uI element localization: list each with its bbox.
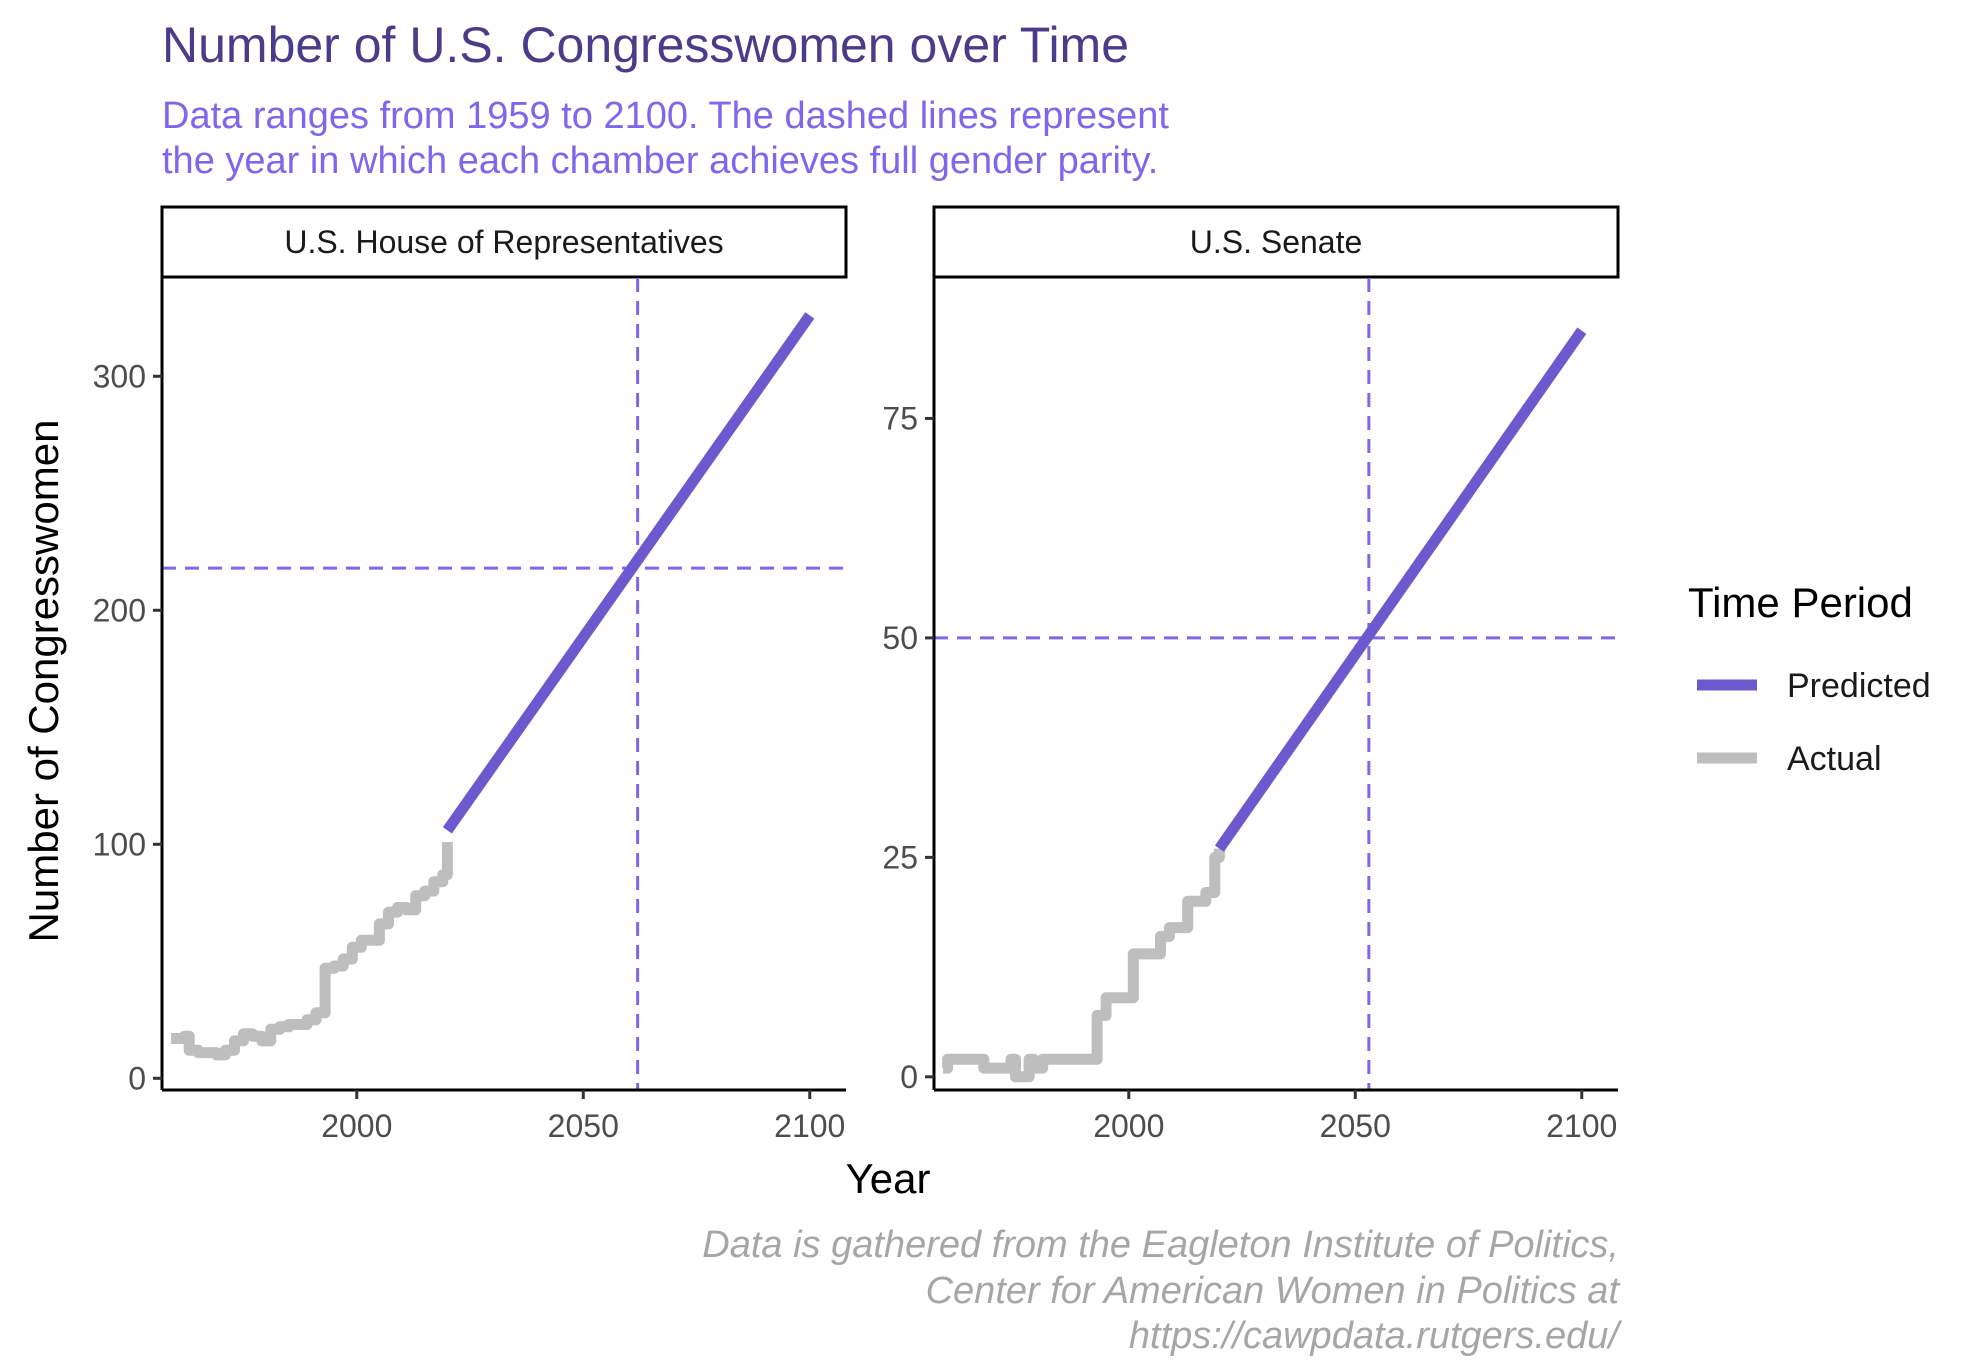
panel-senate: U.S. Senate 0 25 50 75 2000 2050 2100 xyxy=(882,205,1620,1144)
strip-label-senate: U.S. Senate xyxy=(1190,224,1363,260)
y-tick-label-house-300: 300 xyxy=(93,358,146,394)
series-line-actual-senate xyxy=(942,848,1225,1083)
x-axis-title: Year xyxy=(846,1155,931,1202)
legend-title: Time Period xyxy=(1688,579,1913,626)
chart-subtitle-line-1: Data ranges from 1959 to 2100. The dashe… xyxy=(162,95,1169,137)
panel-house: U.S. House of Representatives 0 100 200 300 2… xyxy=(93,205,848,1144)
x-tick-label-house-2100: 2100 xyxy=(774,1108,845,1144)
x-tick-label-senate-2000: 2000 xyxy=(1093,1108,1164,1144)
series-line-actual-house xyxy=(171,842,453,1061)
y-tick-label-house-100: 100 xyxy=(93,826,146,862)
legend-label-predicted: Predicted xyxy=(1787,667,1931,705)
y-tick-label-house-200: 200 xyxy=(93,592,146,628)
y-tick-label-senate-75: 75 xyxy=(882,400,918,436)
caption-line-2: Center for American Women in Politics at xyxy=(926,1270,1621,1312)
y-tick-label-house-0: 0 xyxy=(128,1060,146,1096)
y-axis-title: Number of Congresswomen xyxy=(20,420,67,943)
legend-label-actual: Actual xyxy=(1787,740,1882,778)
strip-senate xyxy=(932,205,1620,279)
y-tick-label-senate-50: 50 xyxy=(882,620,918,656)
caption-line-1: Data is gathered from the Eagleton Insti… xyxy=(702,1224,1619,1266)
chart-subtitle-line-2: the year in which each chamber achieves … xyxy=(162,140,1158,182)
y-tick-label-senate-0: 0 xyxy=(900,1059,918,1095)
chart-title: Number of U.S. Congresswomen over Time xyxy=(162,17,1129,73)
legend: Time Period Predicted Actual xyxy=(1688,579,1931,778)
strip-house xyxy=(160,205,848,279)
series-line-predicted-senate xyxy=(1214,327,1587,852)
facet-panels: U.S. House of Representatives 0 100 200 300 2… xyxy=(93,205,1620,1144)
x-tick-label-house-2000: 2000 xyxy=(321,1108,392,1144)
series-line-predicted-house xyxy=(442,312,815,834)
x-tick-label-senate-2050: 2050 xyxy=(1320,1108,1391,1144)
y-tick-label-senate-25: 25 xyxy=(882,839,918,875)
x-tick-label-senate-2100: 2100 xyxy=(1546,1108,1617,1144)
strip-label-house: U.S. House of Representatives xyxy=(284,224,723,260)
caption-line-3: https://cawpdata.rutgers.edu/ xyxy=(1129,1315,1623,1357)
x-tick-label-house-2050: 2050 xyxy=(548,1108,619,1144)
